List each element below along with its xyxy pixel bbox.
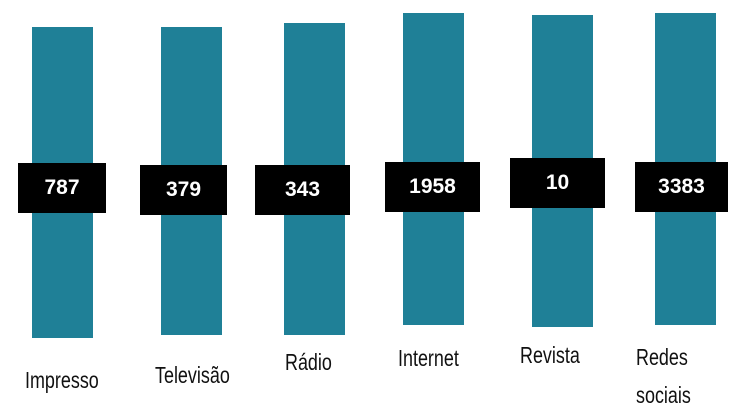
item-label: Rádio xyxy=(285,349,332,375)
value-box: 379 xyxy=(140,165,227,215)
item-label: Revista xyxy=(520,342,580,368)
item-label: Impresso xyxy=(25,367,99,393)
value-box: 343 xyxy=(255,165,350,215)
value-box: 3383 xyxy=(635,162,728,212)
item-label: Televisão xyxy=(155,362,230,388)
value-box: 10 xyxy=(510,158,605,208)
value-box: 787 xyxy=(18,163,106,213)
item-label: Internet xyxy=(398,345,459,371)
item-label: Redes sociais xyxy=(636,344,691,408)
value-box: 1958 xyxy=(385,162,480,212)
